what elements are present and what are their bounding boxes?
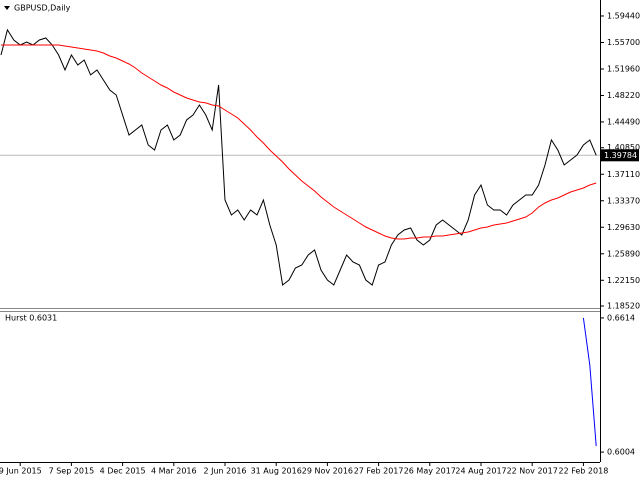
y-tick-label: 1.25890 xyxy=(607,249,640,258)
x-tick-label: 4 Mar 2016 xyxy=(151,467,197,476)
x-tick-label: 4 Dec 2015 xyxy=(100,467,146,476)
y-tick-label: 1.40850 xyxy=(607,143,640,152)
x-tick-label: 7 Sep 2015 xyxy=(49,467,95,476)
indicator-title: Hurst 0.6031 xyxy=(5,314,57,323)
y-tick-label: 1.33370 xyxy=(607,196,640,205)
y-tick-label: 0.6004 xyxy=(607,448,635,457)
y-tick-label: 1.37110 xyxy=(607,170,640,179)
y-tick-label: 1.51960 xyxy=(607,64,640,73)
x-tick-label: 2 Jun 2016 xyxy=(203,467,246,476)
y-tick-label: 1.29630 xyxy=(607,223,640,232)
y-tick-label: 1.59440 xyxy=(607,11,640,20)
series-line xyxy=(0,28,597,286)
chart-title: GBPUSD,Daily xyxy=(14,4,71,13)
y-tick-label: 1.22150 xyxy=(607,276,640,285)
menu-arrow xyxy=(4,6,10,10)
x-tick-label: 27 Feb 2017 xyxy=(354,467,404,476)
x-tick-label: 22 Nov 2017 xyxy=(507,467,558,476)
last-price-label: 1.39784 xyxy=(604,151,637,160)
x-tick-label: 24 Aug 2017 xyxy=(455,467,506,476)
x-tick-label: 26 May 2017 xyxy=(404,467,456,476)
y-tick-label: 1.44490 xyxy=(607,117,640,126)
x-tick-label: 22 Feb 2018 xyxy=(559,467,609,476)
x-tick-label: 9 Jun 2015 xyxy=(0,467,42,476)
series-line xyxy=(582,317,597,447)
x-tick-label: 31 Aug 2016 xyxy=(251,467,302,476)
y-tick-label: 1.55700 xyxy=(607,38,640,47)
x-tick-label: 29 Nov 2016 xyxy=(302,467,353,476)
y-tick-label: 1.48220 xyxy=(607,91,640,100)
last-price-box xyxy=(601,149,639,162)
y-tick-label: 1.18520 xyxy=(607,302,640,311)
series-line xyxy=(1,44,597,240)
y-tick-label: 0.6614 xyxy=(607,313,635,322)
